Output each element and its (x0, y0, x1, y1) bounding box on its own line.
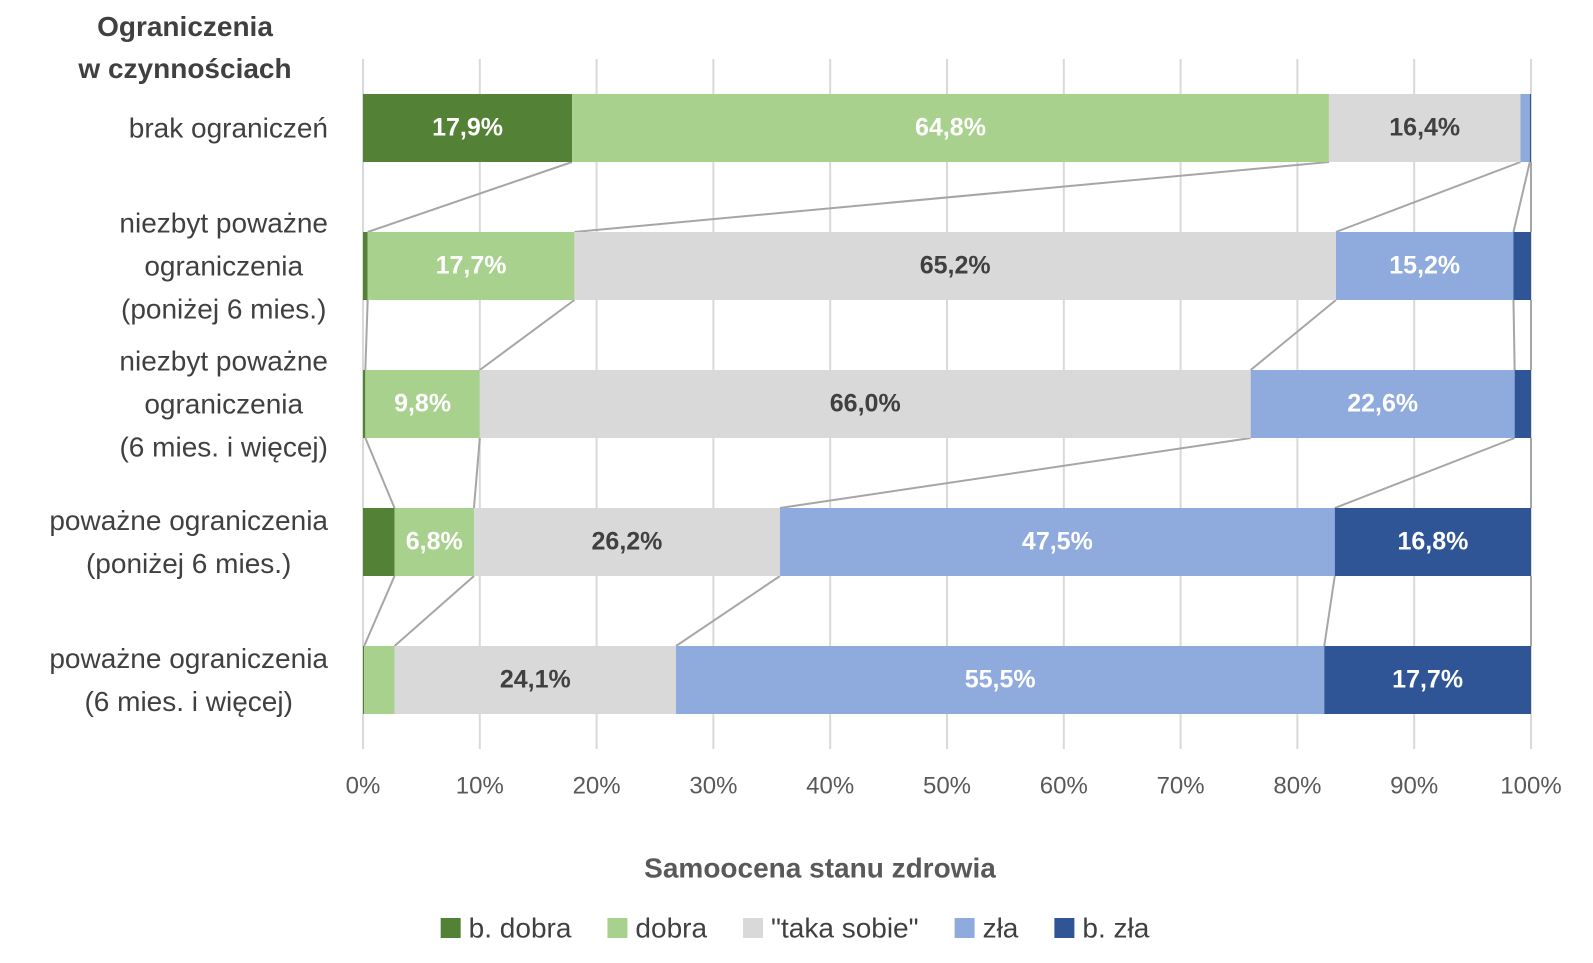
data-label: 16,4% (1389, 114, 1460, 142)
connector-line (1335, 161, 1521, 233)
connector-line (364, 437, 396, 509)
data-label: 17,7% (436, 252, 507, 280)
bar-segment (676, 646, 1325, 714)
data-label: 22,6% (1347, 390, 1418, 418)
connector-line (574, 161, 1330, 233)
x-tick-label: 40% (806, 772, 854, 799)
data-label: 17,9% (432, 114, 503, 142)
bar-segment (473, 508, 780, 576)
bar-segment (394, 646, 677, 714)
data-label: 26,2% (592, 528, 663, 556)
x-tick-label: 90% (1390, 772, 1438, 799)
data-label: 9,8% (394, 390, 451, 418)
bar-segment (363, 232, 368, 300)
bar-segment (1334, 508, 1531, 576)
connector-line (1512, 161, 1531, 233)
data-label: 24,1% (500, 666, 571, 694)
y-axis-title: Ograniczenia w czynnościach (78, 11, 292, 84)
data-label: 16,8% (1397, 528, 1468, 556)
bar-segment (779, 508, 1335, 576)
data-label: 55,5% (965, 666, 1036, 694)
legend-swatch (607, 918, 628, 938)
legend-label: zła (983, 912, 1019, 943)
bar-segment (1250, 370, 1515, 438)
x-tick-label: 100% (1500, 772, 1561, 799)
connector-line (393, 575, 475, 647)
data-label: 15,2% (1389, 252, 1460, 280)
data-label: 17,7% (1392, 666, 1463, 694)
x-tick-label: 80% (1273, 772, 1321, 799)
bar-segment (363, 94, 573, 162)
connector-line (1512, 299, 1516, 371)
bar-segment (1335, 232, 1514, 300)
bar-segment (1520, 94, 1530, 162)
x-tick-label: 60% (1040, 772, 1088, 799)
y-tick-label: poważne ograniczenia (6 mies. i więcej) (49, 643, 328, 717)
legend-swatch (743, 918, 764, 938)
x-tick-label: 0% (346, 772, 381, 799)
legend-swatch (954, 918, 975, 938)
bar-segment (1324, 646, 1531, 714)
data-label: 47,5% (1022, 528, 1093, 556)
x-tick-label: 70% (1157, 772, 1205, 799)
data-label: 66,0% (830, 390, 901, 418)
data-label: 65,2% (920, 252, 991, 280)
y-tick-label: niezbyt poważne ograniczenia (6 mies. i … (119, 345, 328, 463)
x-tick-label: 20% (573, 772, 621, 799)
bar-segment (365, 370, 480, 438)
bar-segment (363, 508, 395, 576)
connector-line (675, 575, 781, 647)
bar-segment (363, 370, 366, 438)
bar-segment (1328, 94, 1521, 162)
bar-segment (1529, 94, 1531, 162)
bar-segment (1513, 232, 1531, 300)
connector-line (1334, 437, 1516, 509)
x-tick-label: 30% (689, 772, 737, 799)
bar-segment (1514, 370, 1531, 438)
legend-label: dobra (635, 912, 707, 943)
x-tick-label: 10% (456, 772, 504, 799)
legend-label: b. zła (1082, 912, 1149, 943)
bar-segment (363, 646, 365, 714)
connector-line (367, 161, 573, 233)
connector-line (472, 437, 481, 509)
connector-line (1323, 575, 1336, 647)
bar-segment (572, 94, 1329, 162)
connector-line (1250, 299, 1337, 371)
bar-segment (479, 370, 1251, 438)
legend-label: "taka sobie" (771, 912, 919, 943)
connector-line (364, 299, 369, 371)
bar-segment (394, 508, 474, 576)
connector-line (779, 437, 1251, 509)
y-tick-label: poważne ograniczenia (poniżej 6 mies.) (49, 505, 328, 579)
legend-swatch (1054, 918, 1075, 938)
bar-segment (367, 232, 575, 300)
connector-line (479, 299, 576, 371)
bar-segment (574, 232, 1336, 300)
legend-label: b. dobra (469, 912, 572, 943)
bar-segment (364, 646, 395, 714)
y-tick-label: brak ograniczeń (128, 112, 328, 144)
legend-swatch (440, 918, 461, 938)
data-label: 64,8% (915, 114, 986, 142)
connector-line (363, 575, 396, 647)
data-label: 6,8% (406, 528, 463, 556)
x-axis-title: Samoocena stanu zdrowia (644, 852, 996, 883)
x-tick-label: 50% (923, 772, 971, 799)
y-tick-label: niezbyt poważne ograniczenia (poniżej 6 … (119, 207, 328, 325)
